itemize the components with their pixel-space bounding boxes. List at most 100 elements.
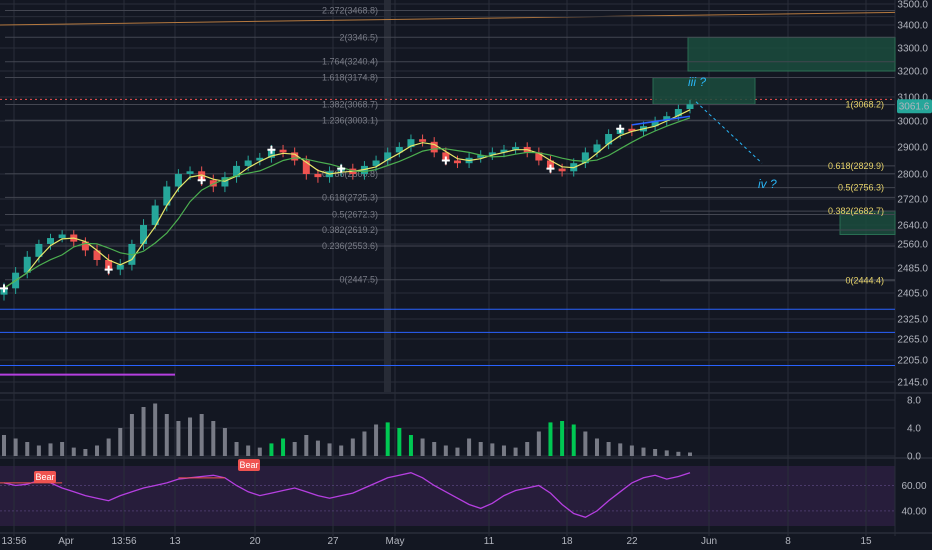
volume-bar[interactable] [304,435,309,456]
candle[interactable] [81,241,89,251]
volume-bar[interactable] [641,447,646,456]
candle[interactable] [535,152,543,161]
candle[interactable] [605,134,613,145]
volume-bar[interactable] [432,442,437,456]
candle[interactable] [372,160,380,166]
volume-bar[interactable] [315,440,320,456]
candle[interactable] [314,174,322,178]
candle[interactable] [58,234,66,239]
volume-bar[interactable] [467,438,472,457]
candle[interactable] [151,205,159,226]
volume-bar[interactable] [106,438,111,457]
volume-bar[interactable] [594,438,599,457]
volume-bar[interactable] [141,407,146,456]
candle[interactable] [174,174,182,187]
candle[interactable] [140,225,148,244]
volume-bar[interactable] [269,443,274,456]
candle[interactable] [593,144,601,153]
volume-bar[interactable] [513,447,518,456]
candle[interactable] [581,152,589,164]
candle[interactable] [116,264,124,270]
candle[interactable] [93,250,101,260]
candle[interactable] [384,152,392,161]
volume-bar[interactable] [525,442,530,456]
candle[interactable] [500,149,508,153]
volume-bar[interactable] [164,414,169,456]
volume-bar[interactable] [676,451,681,456]
volume-bar[interactable] [25,442,30,456]
volume-bar[interactable] [222,428,227,456]
volume-bar[interactable] [420,438,425,457]
volume-bar[interactable] [501,445,506,457]
volume-bar[interactable] [560,421,565,456]
volume-bar[interactable] [48,443,53,456]
volume-bar[interactable] [490,443,495,456]
volume-bar[interactable] [153,403,158,457]
volume-bar[interactable] [374,424,379,457]
candle[interactable] [105,260,113,270]
volume-bar[interactable] [653,449,658,456]
volume-bar[interactable] [281,438,286,457]
candle[interactable] [419,139,427,142]
volume-bar[interactable] [688,452,692,457]
candle[interactable] [267,149,275,158]
candle[interactable] [198,171,206,181]
volume-bar[interactable] [385,422,390,456]
volume-bar[interactable] [13,438,18,457]
candle[interactable] [477,155,485,158]
candle[interactable] [663,116,671,121]
candle[interactable] [407,139,415,147]
volume-bar[interactable] [36,445,41,457]
volume-bar[interactable] [408,435,413,456]
candle[interactable] [628,128,636,132]
volume-bar[interactable] [188,417,193,457]
volume-bar[interactable] [548,422,553,456]
candle[interactable] [430,141,438,153]
candle[interactable] [546,160,554,169]
volume-bar[interactable] [176,421,181,456]
candle[interactable] [186,171,194,174]
candle[interactable] [302,160,310,175]
volume-bar[interactable] [129,414,134,456]
volume-bar[interactable] [455,447,460,456]
volume-bar[interactable] [246,445,251,457]
candle[interactable] [442,152,450,161]
volume-bar[interactable] [350,438,355,457]
candle[interactable] [244,160,252,166]
volume-bar[interactable] [443,445,448,457]
volume-bar[interactable] [339,445,344,457]
target-zone[interactable] [687,36,896,72]
volume-bar[interactable] [583,431,588,457]
volume-bar[interactable] [618,443,623,456]
candle[interactable] [651,121,659,127]
volume-bar[interactable] [83,449,88,456]
candle[interactable] [558,168,566,172]
candle[interactable] [233,165,241,178]
candle[interactable] [163,186,171,206]
candle[interactable] [47,238,55,244]
volume-bar[interactable] [234,442,239,456]
candle[interactable] [453,160,461,164]
volume-bar[interactable] [629,445,634,457]
candle[interactable] [686,104,694,109]
volume-bar[interactable] [478,442,483,456]
volume-bar[interactable] [664,450,669,456]
candle[interactable] [512,147,520,150]
volume-bar[interactable] [571,424,576,457]
volume-bar[interactable] [118,428,123,456]
candle[interactable] [279,149,287,153]
volume-bar[interactable] [362,431,367,457]
volume-bar[interactable] [199,414,204,456]
volume-bar[interactable] [257,447,262,456]
candle[interactable] [291,152,299,161]
volume-bar[interactable] [397,428,402,456]
volume-bar[interactable] [71,447,76,456]
volume-bar[interactable] [2,435,6,456]
candle[interactable] [395,147,403,153]
volume-bar[interactable] [327,443,332,456]
target-zone[interactable] [652,77,756,105]
volume-bar[interactable] [95,445,100,457]
volume-bar[interactable] [536,431,541,457]
volume-bar[interactable] [292,442,297,456]
